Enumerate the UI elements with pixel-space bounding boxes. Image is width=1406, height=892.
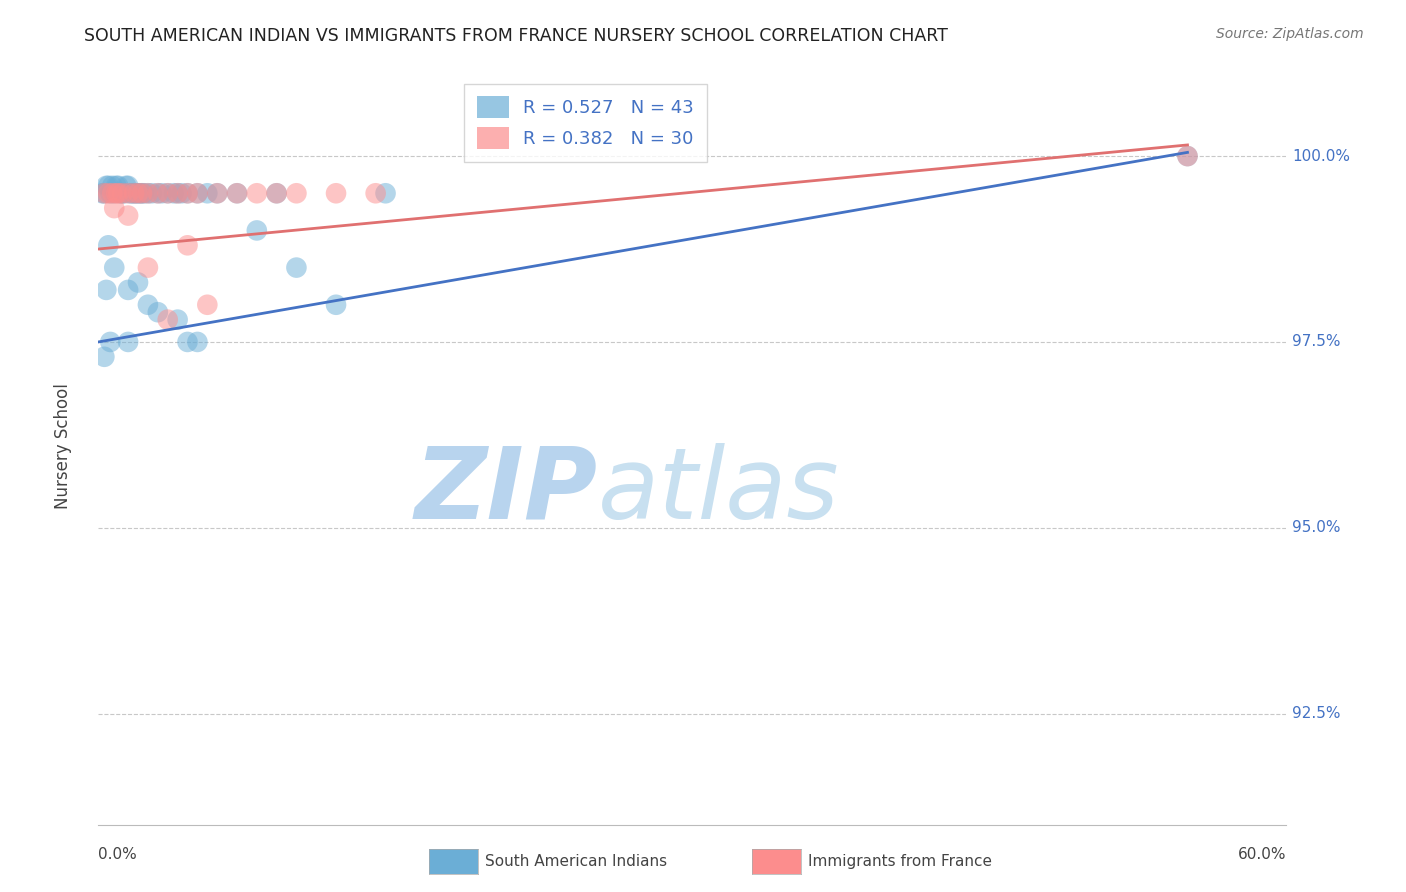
Point [285,260,308,275]
Legend: R = 0.527   N = 43, R = 0.382   N = 30: R = 0.527 N = 43, R = 0.382 N = 30 [464,84,707,161]
Point [226,186,249,201]
Point [129,186,152,201]
Text: Immigrants from France: Immigrants from France [808,855,993,869]
Point [93,350,115,364]
Point [121,186,143,201]
Point [195,186,218,201]
Point [127,186,149,201]
Point [1177,149,1199,163]
Text: 92.5%: 92.5% [1292,706,1341,721]
Point [141,186,163,201]
Point [96,283,118,297]
Point [97,178,120,193]
Text: 100.0%: 100.0% [1292,149,1350,163]
Point [207,186,229,201]
Point [166,186,188,201]
Text: SOUTH AMERICAN INDIAN VS IMMIGRANTS FROM FRANCE NURSERY SCHOOL CORRELATION CHART: SOUTH AMERICAN INDIAN VS IMMIGRANTS FROM… [84,27,948,45]
Point [132,186,155,201]
Point [136,186,159,201]
Point [146,305,169,319]
Point [166,186,188,201]
Point [97,186,120,201]
Point [127,276,149,290]
Point [105,178,128,193]
Point [98,334,121,349]
Point [111,186,134,201]
Point [125,186,148,201]
Point [136,186,159,201]
Point [115,178,138,193]
Text: atlas: atlas [598,443,839,540]
Point [117,178,139,193]
Point [156,312,179,326]
Point [117,283,139,297]
Point [325,298,347,312]
Text: 97.5%: 97.5% [1292,334,1341,350]
Point [195,298,218,312]
Point [93,186,115,201]
Point [374,186,396,201]
Point [170,186,193,201]
Point [131,186,153,201]
Point [246,223,269,237]
Point [98,186,121,201]
Point [93,186,115,201]
Point [103,186,125,201]
Point [136,298,159,312]
Point [325,186,347,201]
Point [364,186,387,201]
Text: South American Indians: South American Indians [485,855,668,869]
Point [91,186,114,201]
Text: Source: ZipAtlas.com: Source: ZipAtlas.com [1216,27,1364,41]
Point [131,186,153,201]
Point [103,260,125,275]
Point [105,186,128,201]
Point [166,312,188,326]
Point [122,186,145,201]
Point [117,334,139,349]
Point [117,209,139,223]
Point [97,238,120,252]
Point [101,178,124,193]
Point [156,186,179,201]
Point [146,186,169,201]
Text: ZIP: ZIP [415,443,598,540]
Point [127,186,149,201]
Point [186,186,208,201]
Point [186,186,208,201]
Point [176,334,198,349]
Point [150,186,173,201]
Point [176,186,198,201]
Point [117,186,139,201]
Point [103,201,125,215]
Point [101,186,124,201]
Text: Nursery School: Nursery School [55,383,72,509]
Point [226,186,249,201]
Point [163,186,186,201]
Text: 60.0%: 60.0% [1239,847,1286,863]
Point [111,186,134,201]
Point [107,178,129,193]
Point [246,186,269,201]
Point [207,186,229,201]
Point [122,186,145,201]
Point [108,186,131,201]
Point [285,186,308,201]
Point [266,186,288,201]
Text: 95.0%: 95.0% [1292,520,1341,535]
Point [96,178,118,193]
Point [107,186,129,201]
Point [176,186,198,201]
Point [156,186,179,201]
Text: 0.0%: 0.0% [98,847,138,863]
Point [266,186,288,201]
Point [186,334,208,349]
Point [146,186,169,201]
Point [112,186,135,201]
Point [1177,149,1199,163]
Point [176,238,198,252]
Point [120,186,142,201]
Point [136,260,159,275]
